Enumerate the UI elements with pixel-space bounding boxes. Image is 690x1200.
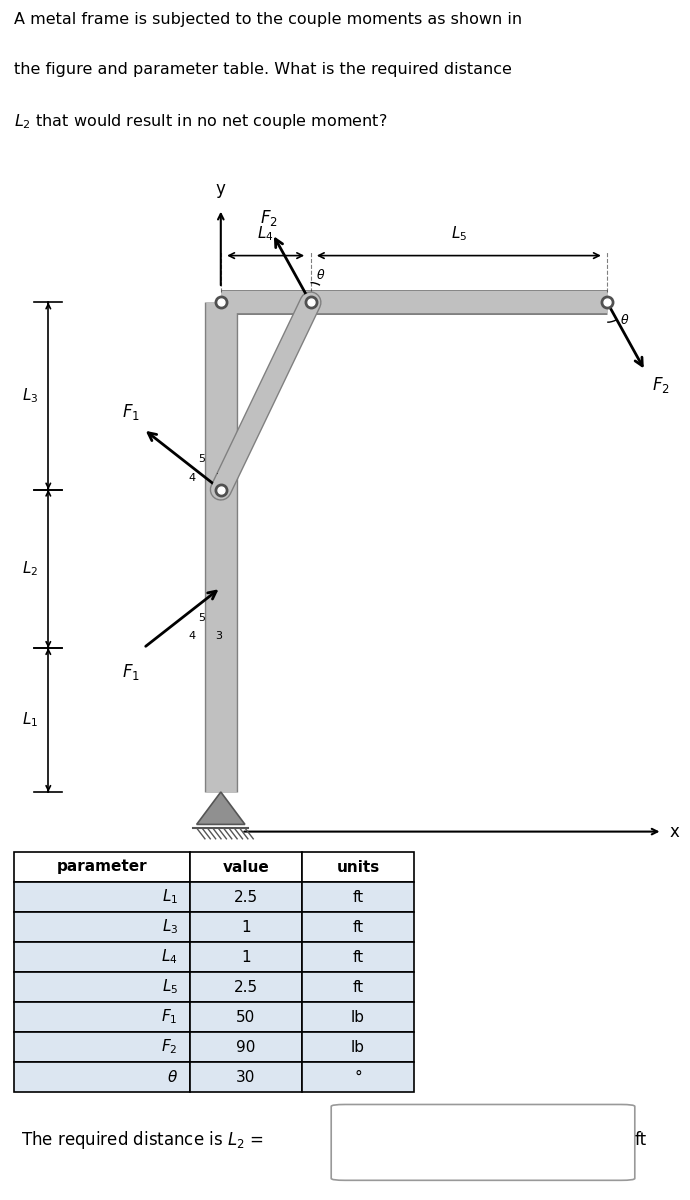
Text: y: y (216, 180, 226, 198)
FancyBboxPatch shape (14, 1062, 190, 1092)
Text: 3: 3 (215, 473, 222, 482)
Text: $\theta$: $\theta$ (620, 313, 629, 326)
Text: value: value (223, 859, 269, 875)
Text: 2.5: 2.5 (234, 889, 258, 905)
FancyBboxPatch shape (14, 1002, 190, 1032)
Text: $L_4$: $L_4$ (161, 948, 178, 966)
Text: $F_2$: $F_2$ (260, 208, 278, 228)
FancyBboxPatch shape (14, 942, 190, 972)
Text: $L_3$: $L_3$ (161, 918, 178, 936)
Text: 1: 1 (241, 949, 250, 965)
Text: $F_1$: $F_1$ (161, 1008, 178, 1026)
Text: $L_2$: $L_2$ (22, 559, 38, 578)
FancyBboxPatch shape (190, 912, 302, 942)
Text: lb: lb (351, 1009, 365, 1025)
FancyBboxPatch shape (302, 882, 414, 912)
Text: $L_3$: $L_3$ (21, 386, 38, 406)
Text: 50: 50 (236, 1009, 255, 1025)
FancyBboxPatch shape (14, 882, 190, 912)
FancyBboxPatch shape (190, 942, 302, 972)
FancyBboxPatch shape (302, 972, 414, 1002)
Text: 5: 5 (198, 613, 205, 623)
FancyBboxPatch shape (190, 1032, 302, 1062)
FancyBboxPatch shape (14, 912, 190, 942)
FancyBboxPatch shape (302, 912, 414, 942)
Text: ft: ft (353, 949, 364, 965)
FancyBboxPatch shape (190, 1062, 302, 1092)
Text: 4: 4 (188, 631, 195, 641)
Text: units: units (336, 859, 380, 875)
Text: $F_1$: $F_1$ (122, 662, 140, 683)
Text: $F_1$: $F_1$ (122, 402, 140, 422)
Text: 3: 3 (215, 631, 222, 641)
Text: 1: 1 (241, 919, 250, 935)
Text: $F_2$: $F_2$ (652, 374, 670, 395)
FancyBboxPatch shape (302, 942, 414, 972)
Text: The required distance is $L_2$ =: The required distance is $L_2$ = (21, 1129, 264, 1151)
Text: $F_2$: $F_2$ (161, 1038, 178, 1056)
Text: $L_5$: $L_5$ (161, 978, 178, 996)
FancyBboxPatch shape (331, 1104, 635, 1181)
Text: 4: 4 (188, 473, 195, 482)
Text: $L_2$ that would result in no net couple moment?: $L_2$ that would result in no net couple… (14, 113, 387, 131)
FancyBboxPatch shape (14, 852, 190, 882)
Text: $L_1$: $L_1$ (161, 888, 178, 906)
Text: ft: ft (353, 889, 364, 905)
Text: 5: 5 (198, 455, 205, 464)
Text: $\theta$: $\theta$ (316, 269, 326, 282)
Text: $L_4$: $L_4$ (257, 224, 274, 242)
Text: 2.5: 2.5 (234, 979, 258, 995)
FancyBboxPatch shape (190, 972, 302, 1002)
FancyBboxPatch shape (302, 1002, 414, 1032)
FancyBboxPatch shape (190, 882, 302, 912)
Text: ft: ft (353, 919, 364, 935)
FancyBboxPatch shape (14, 972, 190, 1002)
Polygon shape (197, 792, 245, 824)
Text: 90: 90 (236, 1039, 255, 1055)
Text: ft: ft (635, 1130, 647, 1150)
FancyBboxPatch shape (302, 1032, 414, 1062)
FancyBboxPatch shape (190, 1002, 302, 1032)
Text: x: x (669, 822, 679, 840)
FancyBboxPatch shape (302, 1062, 414, 1092)
FancyBboxPatch shape (190, 852, 302, 882)
Text: parameter: parameter (57, 859, 147, 875)
FancyBboxPatch shape (302, 852, 414, 882)
Text: ft: ft (353, 979, 364, 995)
Text: 30: 30 (236, 1069, 255, 1085)
Text: °: ° (354, 1069, 362, 1085)
Text: A metal frame is subjected to the couple moments as shown in: A metal frame is subjected to the couple… (14, 12, 522, 26)
Text: $\theta$: $\theta$ (167, 1069, 178, 1085)
FancyBboxPatch shape (14, 1032, 190, 1062)
Text: $L_1$: $L_1$ (22, 710, 38, 730)
Text: the figure and parameter table. What is the required distance: the figure and parameter table. What is … (14, 62, 512, 77)
Text: lb: lb (351, 1039, 365, 1055)
Text: $L_5$: $L_5$ (451, 224, 467, 242)
